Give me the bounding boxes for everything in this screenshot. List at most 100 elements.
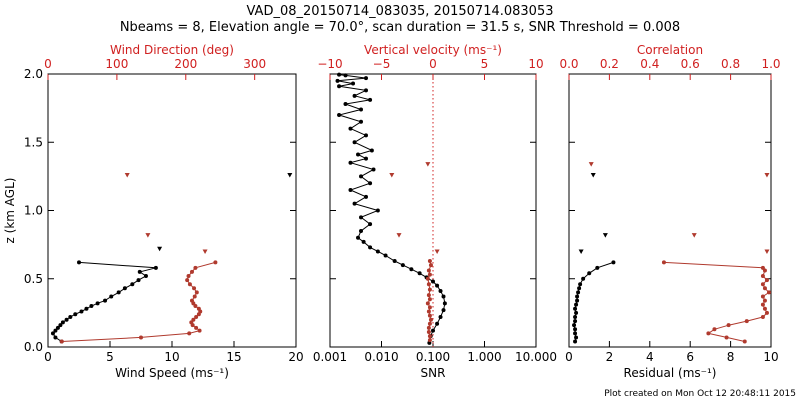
red-data-point	[760, 294, 765, 299]
x-axis-label: SNR	[421, 366, 446, 380]
red-data-point	[192, 286, 197, 291]
red-isolated-point	[425, 162, 431, 167]
red-isolated-point	[396, 233, 402, 238]
black-data-point	[595, 265, 600, 270]
black-data-point	[572, 323, 577, 328]
black-data-point	[369, 148, 374, 153]
x-tick-label: 5	[106, 350, 114, 364]
black-isolated-point	[590, 173, 596, 178]
black-data-point	[68, 314, 73, 319]
x-tick-label: 20	[288, 350, 303, 364]
red-data-point	[428, 317, 433, 322]
black-data-point	[578, 282, 583, 287]
top-x-tick-label: 0.0	[559, 57, 578, 71]
red-data-point	[760, 282, 765, 287]
top-x-tick-label: 0	[429, 57, 437, 71]
black-data-point	[392, 259, 397, 264]
black-data-point	[573, 339, 578, 344]
black-data-point	[435, 283, 440, 288]
red-data-point	[762, 298, 767, 303]
x-tick-label: 8	[727, 350, 735, 364]
red-data-point	[427, 313, 432, 318]
red-data-point	[213, 260, 218, 265]
black-data-point	[348, 126, 353, 131]
red-data-point	[189, 320, 194, 325]
black-data-point	[441, 294, 446, 299]
red-data-point	[760, 274, 765, 279]
red-isolated-point	[691, 233, 697, 238]
x-axis-label: Wind Speed (ms⁻¹)	[115, 366, 229, 380]
x-tick-label: 10	[164, 350, 179, 364]
black-data-point	[363, 88, 368, 93]
x-tick-label: 6	[686, 350, 694, 364]
black-data-point	[581, 276, 586, 281]
black-data-point	[359, 215, 364, 220]
black-data-point	[356, 235, 361, 240]
black-data-point	[55, 325, 60, 330]
top-x-tick-label: 0.8	[721, 57, 740, 71]
black-data-point	[136, 278, 141, 283]
black-data-point	[109, 294, 114, 299]
plot-frame	[568, 73, 772, 348]
x-tick-label: 15	[226, 350, 241, 364]
red-data-point	[59, 339, 64, 344]
red-data-point	[760, 314, 765, 319]
red-data-point	[196, 306, 201, 311]
black-data-point	[122, 286, 127, 291]
top-x-tick-label: 10	[528, 57, 543, 71]
black-data-point	[438, 289, 443, 294]
red-data-point	[742, 339, 747, 344]
black-data-point	[53, 335, 58, 340]
top-x-tick-label: 0.4	[640, 57, 659, 71]
red-data-point	[762, 306, 767, 311]
black-data-point	[359, 119, 364, 124]
red-data-point	[194, 314, 199, 319]
red-data-point	[762, 268, 767, 273]
black-data-point	[435, 321, 440, 326]
black-data-point	[409, 267, 414, 272]
top-x-axis-label: Wind Direction (deg)	[110, 43, 234, 57]
black-data-point	[50, 331, 55, 336]
black-data-point	[573, 319, 578, 324]
black-data-point	[351, 81, 356, 86]
x-tick-label: 1.000	[467, 350, 501, 364]
x-tick-label: 10.000	[515, 350, 557, 364]
figure-subtitle: Nbeams = 8, Elevation angle = 70.0°, sca…	[120, 20, 680, 35]
red-data-point	[425, 276, 430, 281]
red-data-point	[194, 290, 199, 295]
red-data-point	[189, 298, 194, 303]
top-x-axis-label: Correlation	[637, 43, 703, 57]
black-isolated-point	[578, 249, 584, 254]
red-data-point	[427, 338, 432, 343]
black-data-point	[573, 331, 578, 336]
black-data-point	[352, 93, 357, 98]
red-data-point	[425, 301, 430, 306]
black-data-point	[95, 301, 100, 306]
red-data-point	[426, 325, 431, 330]
black-data-point	[368, 222, 373, 227]
x-tick-label: 10	[763, 350, 778, 364]
black-data-point	[337, 84, 342, 89]
red-data-point	[427, 334, 432, 339]
black-data-point	[337, 112, 342, 117]
red-data-point	[187, 282, 192, 287]
y-axis-label: z (km AGL)	[3, 178, 17, 244]
black-data-point	[577, 286, 582, 291]
black-data-point	[77, 260, 81, 265]
black-data-point	[575, 298, 580, 303]
red-data-point	[426, 309, 431, 314]
black-data-point	[383, 253, 388, 258]
red-data-point	[187, 331, 192, 336]
red-data-point	[762, 286, 767, 291]
top-x-tick-label: 200	[174, 57, 197, 71]
red-isolated-point	[764, 173, 770, 178]
red-isolated-point	[145, 233, 151, 238]
black-data-point	[587, 271, 592, 276]
black-data-point	[343, 73, 348, 78]
red-data-point	[760, 265, 765, 270]
red-isolated-point	[434, 249, 440, 254]
black-data-point	[73, 312, 78, 317]
black-data-point	[352, 201, 357, 206]
red-data-point	[427, 287, 432, 292]
